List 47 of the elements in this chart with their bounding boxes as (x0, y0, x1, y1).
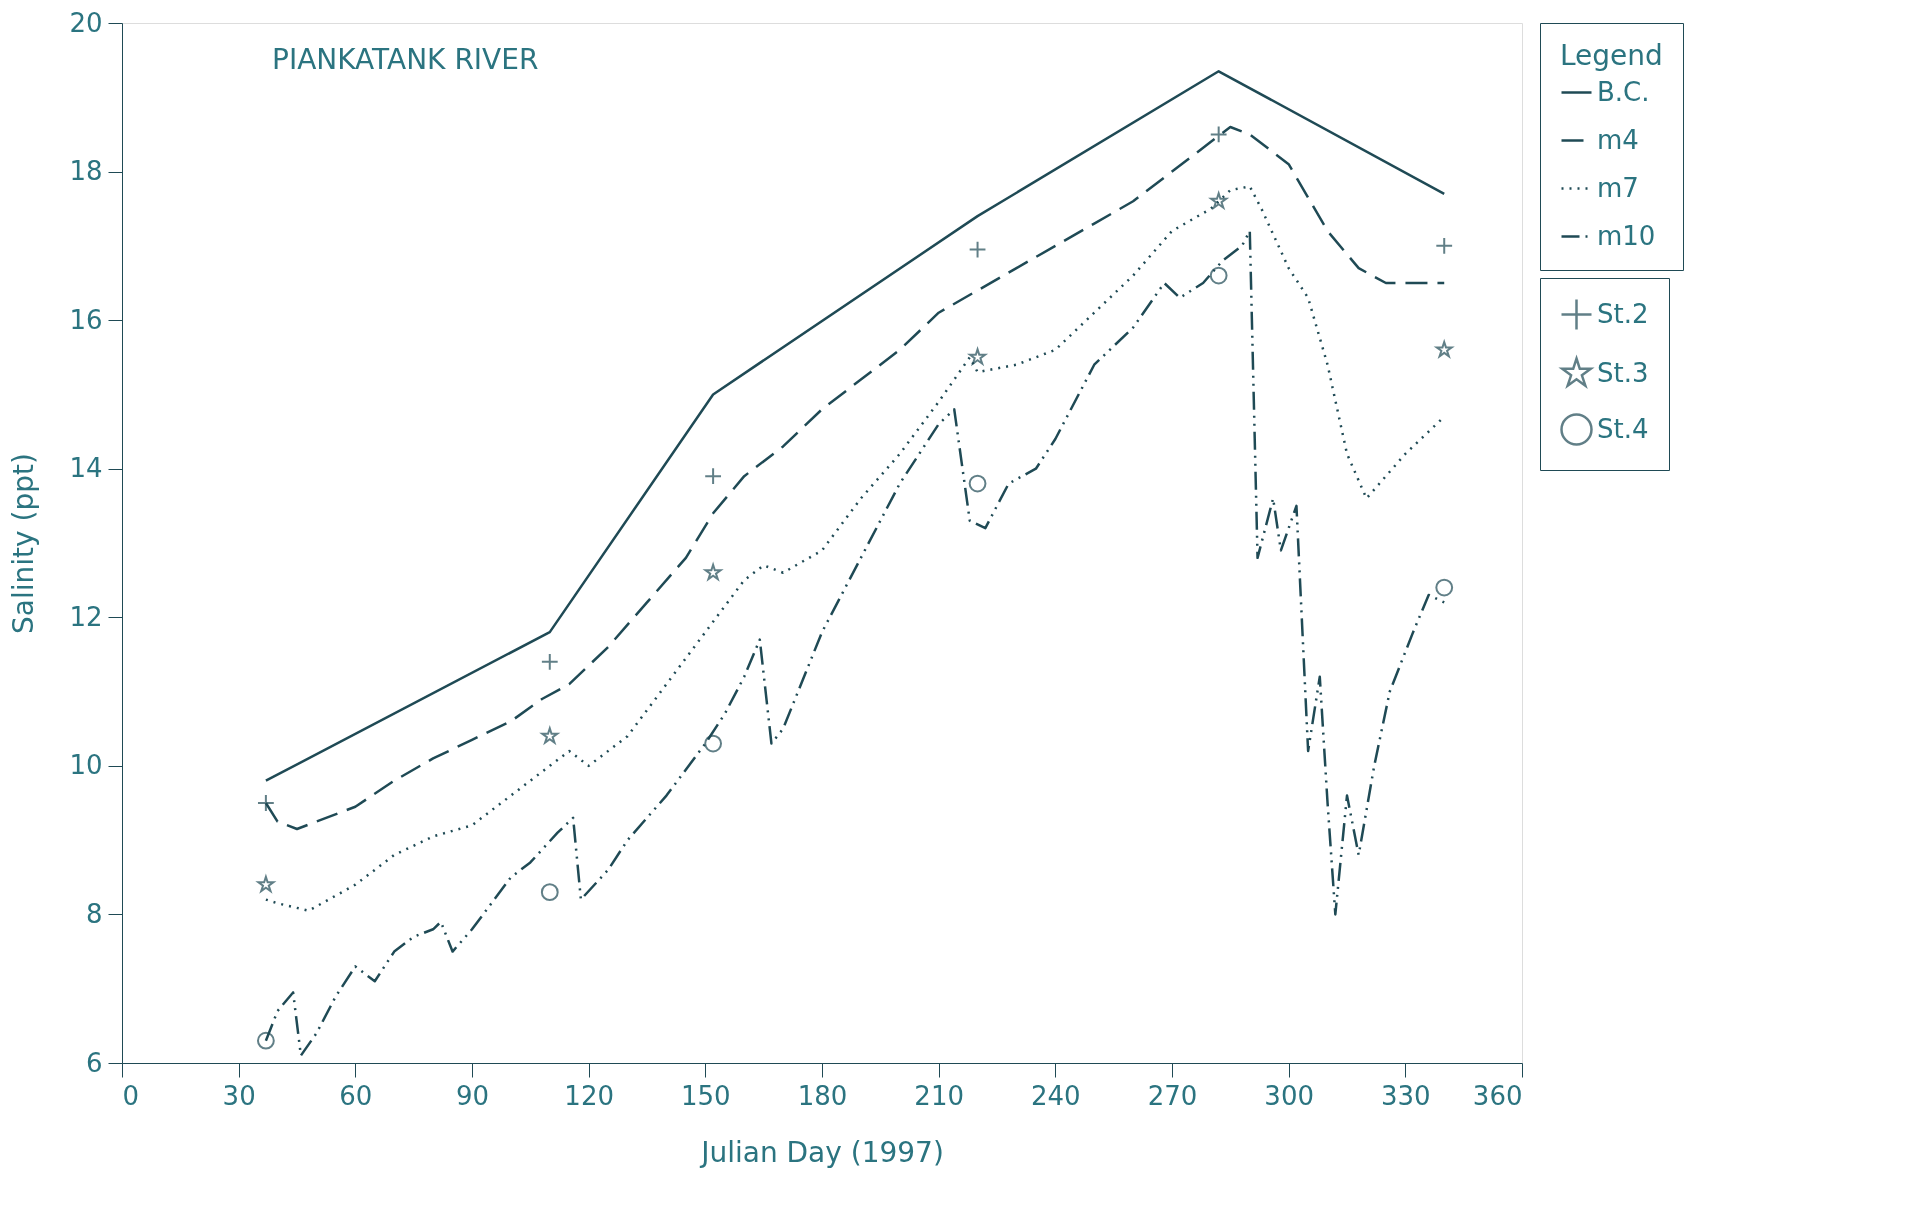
x-tick-label: 300 (1264, 1080, 1314, 1111)
point (1433, 339, 1455, 359)
y-tick-label: 14 (69, 453, 103, 484)
x-tick-label: 240 (1031, 1080, 1081, 1111)
point (539, 725, 561, 745)
point (704, 467, 723, 486)
point (702, 561, 724, 582)
legend-label: m10 (1597, 220, 1656, 251)
y-tick-label: 16 (69, 304, 103, 335)
point (540, 883, 559, 902)
x-tick-label: 90 (455, 1080, 490, 1111)
point (1435, 578, 1454, 597)
y-axis-title: Salinity (ppt) (7, 453, 41, 634)
point (540, 652, 559, 671)
text: PIANKATANK RIVER (272, 43, 539, 76)
point (256, 1031, 275, 1050)
y-tick-label: 12 (69, 601, 103, 632)
x-tick-label: 180 (797, 1080, 848, 1111)
x-tick-label: 210 (914, 1080, 964, 1111)
x-tick-label: 330 (1381, 1080, 1431, 1111)
x-axis-title: Julian Day (1997) (699, 1135, 944, 1169)
legend-label: St.3 (1597, 357, 1649, 388)
x-tick-label: 60 (339, 1080, 373, 1111)
legend-label: St.2 (1597, 298, 1649, 329)
x-tick-label: 120 (564, 1080, 614, 1111)
point (1209, 125, 1228, 144)
legend-label: m4 (1597, 124, 1639, 155)
legend-title: Legend (1560, 39, 1663, 72)
legend-label: B.C. (1597, 76, 1650, 107)
x-tick-label: 0 (122, 1080, 140, 1111)
x-tick-label: 270 (1147, 1080, 1198, 1111)
point (255, 873, 277, 894)
y-tick-label: 6 (85, 1047, 103, 1078)
point (704, 734, 723, 753)
x-tick-label: 150 (681, 1080, 731, 1111)
legend-label: St.4 (1597, 413, 1649, 444)
x-tick-label: 360 (1472, 1080, 1523, 1111)
y-tick-label: 18 (69, 156, 103, 187)
x-tick-label: 30 (222, 1080, 256, 1111)
point (1435, 236, 1454, 255)
legend-label: m7 (1597, 172, 1639, 203)
y-tick-label: 20 (69, 7, 103, 38)
point (1209, 266, 1228, 285)
point (968, 474, 987, 493)
y-tick-label: 10 (69, 750, 103, 781)
y-tick-label: 8 (85, 898, 103, 929)
point (968, 240, 987, 259)
